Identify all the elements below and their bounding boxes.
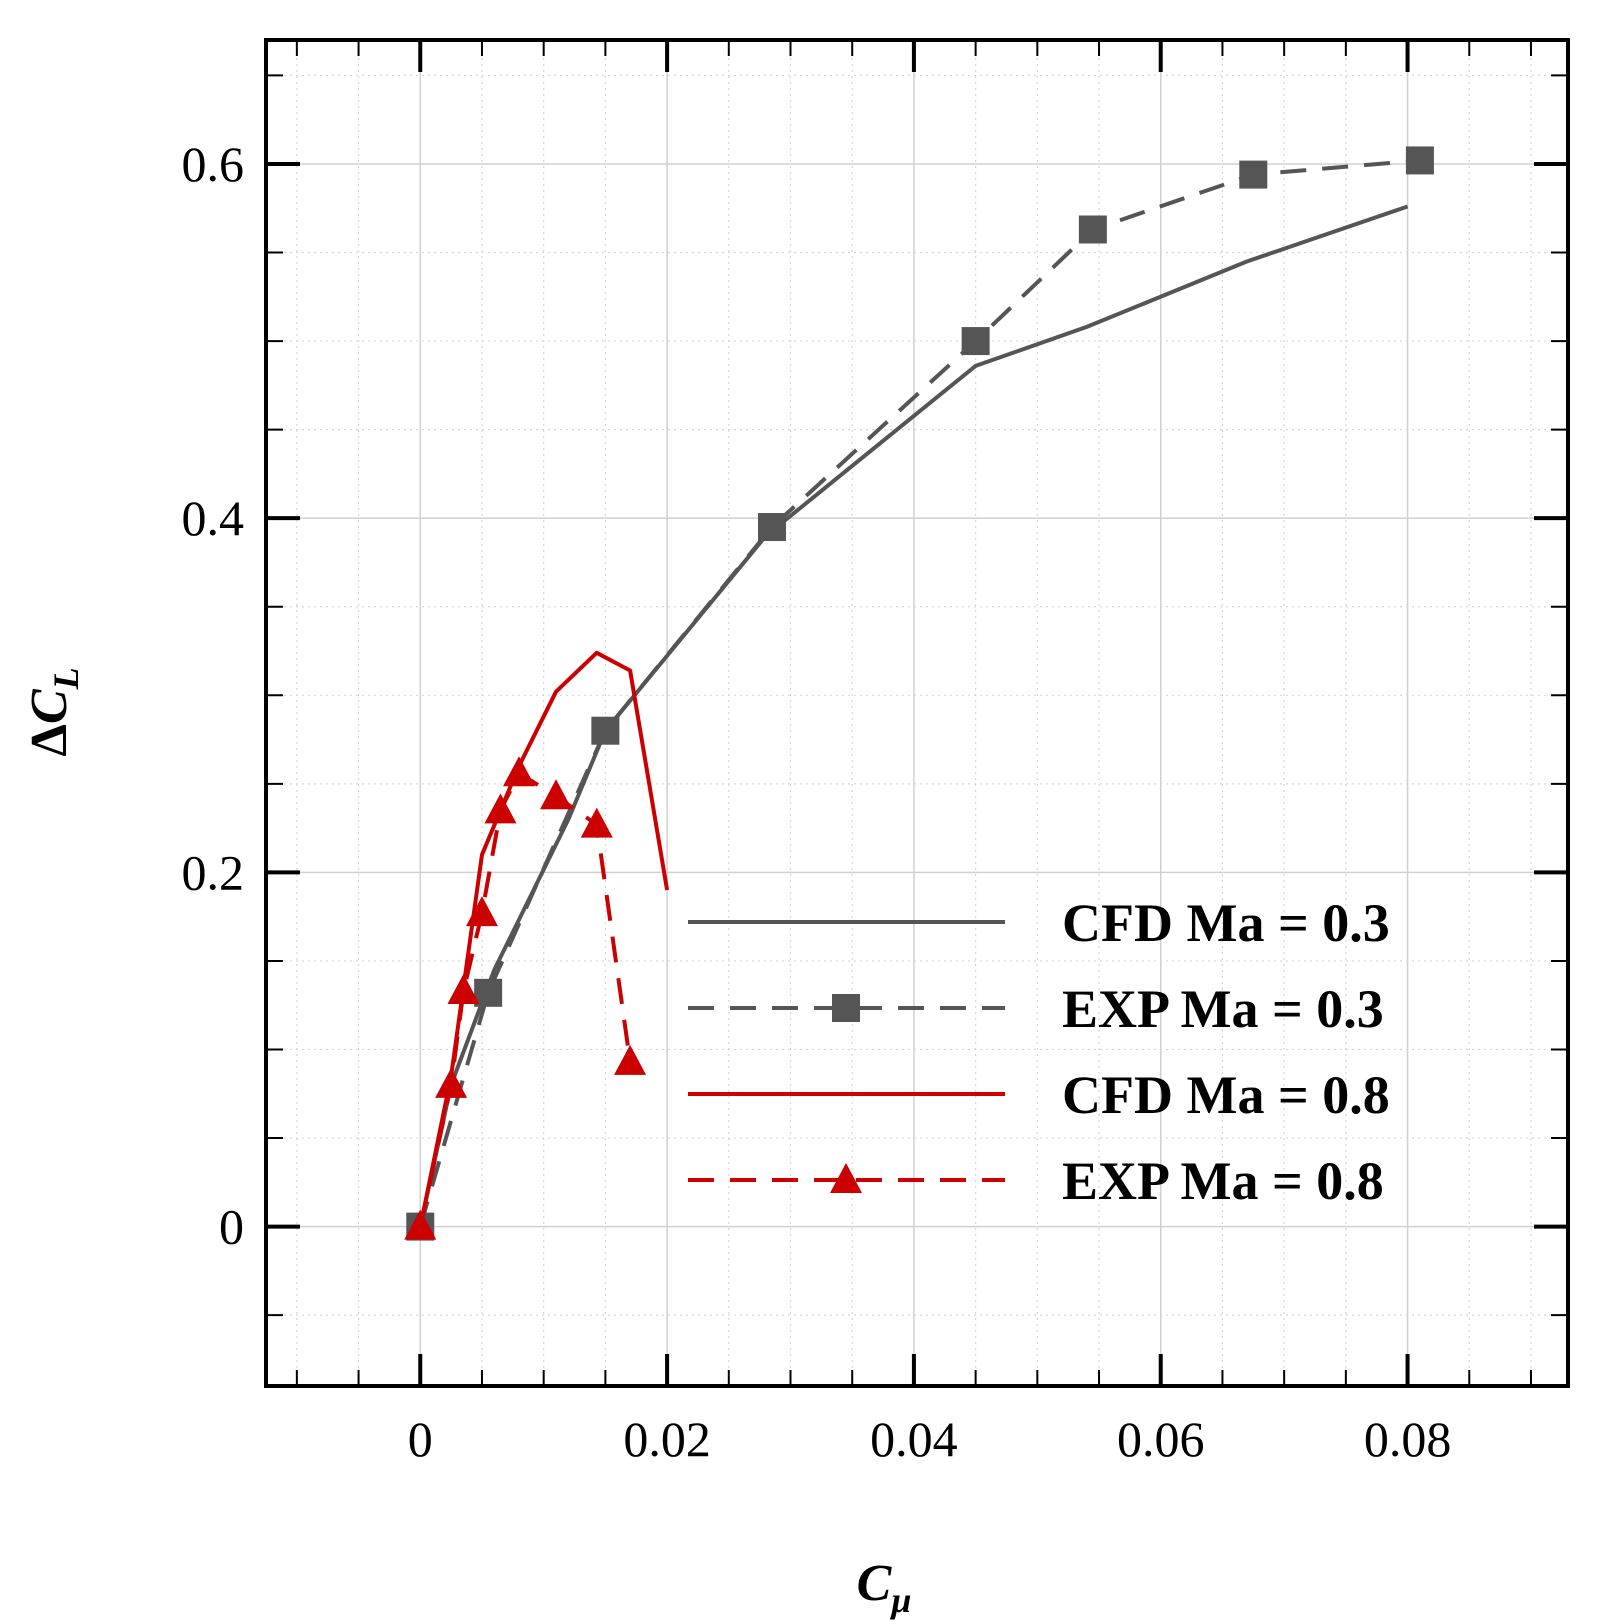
x-axis-label: Cμ bbox=[857, 1555, 912, 1620]
y-tick-label: 0.4 bbox=[182, 490, 245, 546]
y-axis-label: ΔCL bbox=[21, 667, 86, 756]
series-marker-3 bbox=[502, 756, 535, 787]
y-tick-label: 0 bbox=[219, 1199, 244, 1255]
x-tick-label: 0.02 bbox=[623, 1411, 711, 1467]
series-marker-1 bbox=[961, 327, 990, 356]
x-tick-label: 0 bbox=[408, 1411, 433, 1467]
legend: CFD Ma = 0.3 EXP Ma = 0.3 CFD Ma = 0.8 EXP … bbox=[688, 893, 1390, 1211]
legend-label-1: EXP Ma = 0.3 bbox=[1062, 979, 1384, 1039]
grid-layer bbox=[266, 40, 1568, 1386]
y-axis-label-sub: L bbox=[46, 667, 86, 690]
series-marker-3 bbox=[540, 779, 573, 810]
series-layer bbox=[404, 146, 1434, 1241]
series-marker-3 bbox=[447, 974, 480, 1005]
x-tick-label: 0.06 bbox=[1117, 1411, 1205, 1467]
x-tick-label: 0.08 bbox=[1364, 1411, 1452, 1467]
series-marker-3 bbox=[484, 793, 517, 824]
legend-marker-3 bbox=[830, 1163, 862, 1193]
x-axis-label-main: C bbox=[857, 1555, 893, 1612]
plot-frame bbox=[264, 38, 1570, 1388]
series-marker-1 bbox=[591, 716, 620, 745]
series-marker-1 bbox=[1078, 215, 1107, 244]
series-marker-1 bbox=[1239, 160, 1268, 189]
legend-label-2: CFD Ma = 0.8 bbox=[1062, 1065, 1390, 1125]
legend-marker-1 bbox=[832, 994, 860, 1022]
series-marker-1 bbox=[1405, 146, 1434, 175]
series-marker-3 bbox=[404, 1209, 437, 1240]
series-marker-3 bbox=[435, 1067, 468, 1098]
legend-label-3: EXP Ma = 0.8 bbox=[1062, 1151, 1384, 1211]
series-marker-3 bbox=[465, 896, 498, 927]
series-marker-3 bbox=[580, 807, 613, 838]
tick-layer bbox=[266, 40, 1568, 1386]
y-axis-label-prefix: Δ bbox=[21, 724, 78, 757]
series-line-1 bbox=[418, 158, 1421, 1228]
x-axis-label-sub: μ bbox=[889, 1580, 911, 1620]
y-tick-label: 0.6 bbox=[182, 136, 245, 192]
y-axis-label-main: C bbox=[21, 688, 78, 724]
series-marker-1 bbox=[757, 513, 786, 542]
legend-label-0: CFD Ma = 0.3 bbox=[1062, 893, 1390, 953]
series-marker-1 bbox=[474, 978, 503, 1007]
tick-label-layer: 0 0.02 0.04 0.06 0.08 0 0.2 0.4 0.6 bbox=[182, 136, 1452, 1467]
x-tick-label: 0.04 bbox=[870, 1411, 958, 1467]
series-marker-3 bbox=[614, 1044, 647, 1075]
series-line-0 bbox=[418, 204, 1409, 1228]
y-tick-label: 0.2 bbox=[182, 844, 245, 900]
